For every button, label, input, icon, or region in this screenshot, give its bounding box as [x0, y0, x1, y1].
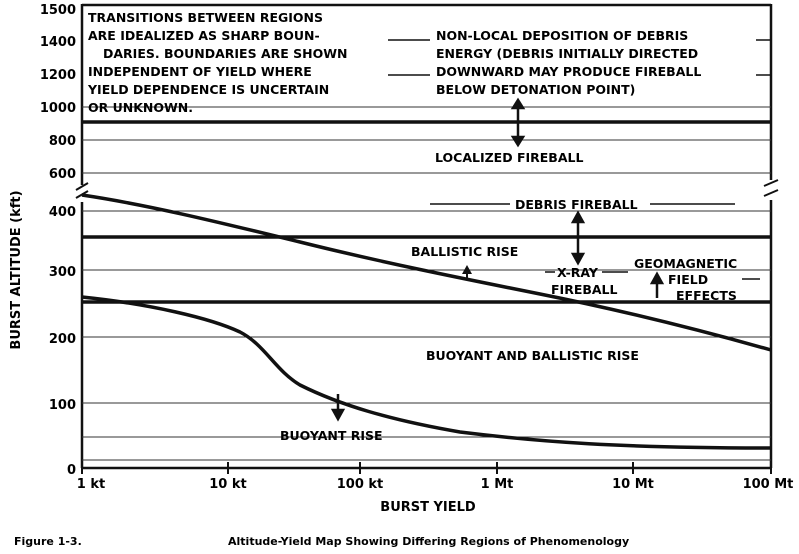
debris-fireball-label-group: DEBRIS FIREBALL	[430, 197, 735, 212]
double-arrow-icon-top	[510, 97, 526, 148]
y-tick-0: 0	[67, 463, 76, 478]
region-geomagnetic-line-3: EFFECTS	[676, 288, 737, 303]
y-tick-1400: 1400	[40, 35, 76, 50]
nonlocal-note-line-3: DOWNWARD MAY PRODUCE FIREBALL	[436, 64, 701, 79]
lower-transition-curve	[81, 295, 772, 450]
y-axis-title: BURST ALTITUDE (kft)	[9, 190, 24, 349]
x-tick-10mt: 10 Mt	[612, 477, 654, 492]
region-xray-line-1: X-RAY	[557, 265, 599, 280]
up-arrow-icon-ballistic	[462, 265, 472, 278]
y-tick-300: 300	[49, 265, 76, 280]
xray-fireball-label: X-RAY FIREBALL	[545, 265, 628, 297]
nonlocal-note-line-1: NON-LOCAL DEPOSITION OF DEBRIS	[436, 28, 688, 43]
y-tick-400: 400	[49, 205, 76, 220]
x-ticks	[81, 462, 772, 474]
region-xray-line-2: FIREBALL	[551, 282, 618, 297]
transitions-note: TRANSITIONS BETWEEN REGIONS ARE IDEALIZE…	[87, 10, 347, 115]
region-buoyant-ballistic-rise: BUOYANT AND BALLISTIC RISE	[426, 348, 639, 363]
right-axis-line	[763, 4, 779, 468]
y-tick-600: 600	[49, 167, 76, 182]
y-tick-1200: 1200	[40, 68, 76, 83]
region-geomagnetic-line-1: GEOMAGNETIC	[634, 256, 737, 271]
region-debris-fireball: DEBRIS FIREBALL	[515, 197, 638, 212]
y-tick-200: 200	[49, 332, 76, 347]
transitions-note-line-5: YIELD DEPENDENCE IS UNCERTAIN	[87, 82, 329, 97]
y-tick-1500: 1500	[40, 3, 76, 18]
nonlocal-note-line-4: BELOW DETONATION POINT)	[436, 82, 635, 97]
transitions-note-line-4: INDEPENDENT OF YIELD WHERE	[88, 64, 312, 79]
region-geomagnetic-line-2: FIELD	[668, 272, 708, 287]
y-tick-100: 100	[49, 398, 76, 413]
down-arrow-icon-buoyant	[330, 394, 346, 422]
figure-number: Figure 1-3.	[14, 535, 82, 548]
double-arrow-icon-middle	[570, 210, 586, 266]
geomagnetic-label: GEOMAGNETIC FIELD EFFECTS	[634, 256, 760, 303]
x-axis-title: BURST YIELD	[380, 500, 476, 515]
transitions-note-line-2: ARE IDEALIZED AS SHARP BOUN-	[88, 28, 320, 43]
y-axis-line	[75, 4, 89, 468]
x-tick-100mt: 100 Mt	[743, 477, 794, 492]
upper-transition-curve	[81, 193, 772, 352]
gridlines	[82, 106, 771, 461]
transitions-note-line-1: TRANSITIONS BETWEEN REGIONS	[88, 10, 323, 25]
note-connectors	[388, 39, 771, 76]
figure-caption: Altitude-Yield Map Showing Differing Reg…	[228, 535, 629, 548]
region-boundaries	[82, 120, 771, 304]
y-tick-labels: 1500 1400 1200 1000 800 600 400 300 200 …	[40, 3, 76, 478]
up-arrow-icon-geomagnetic	[649, 271, 665, 298]
region-localized-fireball: LOCALIZED FIREBALL	[435, 150, 583, 165]
nonlocal-note-line-2: ENERGY (DEBRIS INITIALLY DIRECTED	[436, 46, 698, 61]
nonlocal-note: NON-LOCAL DEPOSITION OF DEBRIS ENERGY (D…	[436, 28, 701, 97]
x-tick-100kt: 100 kt	[337, 477, 384, 492]
x-tick-10kt: 10 kt	[209, 477, 246, 492]
x-tick-labels: 1 kt 10 kt 100 kt 1 Mt 10 Mt 100 Mt	[77, 477, 794, 492]
region-buoyant-rise: BUOYANT RISE	[280, 428, 383, 443]
x-tick-1kt: 1 kt	[77, 477, 105, 492]
transitions-note-line-6: OR UNKNOWN.	[88, 100, 193, 115]
region-ballistic-rise: BALLISTIC RISE	[411, 244, 518, 259]
y-tick-800: 800	[49, 134, 76, 149]
x-tick-1mt: 1 Mt	[481, 477, 514, 492]
transitions-note-line-3: DARIES. BOUNDARIES ARE SHOWN	[103, 46, 347, 61]
y-tick-1000: 1000	[40, 101, 76, 116]
